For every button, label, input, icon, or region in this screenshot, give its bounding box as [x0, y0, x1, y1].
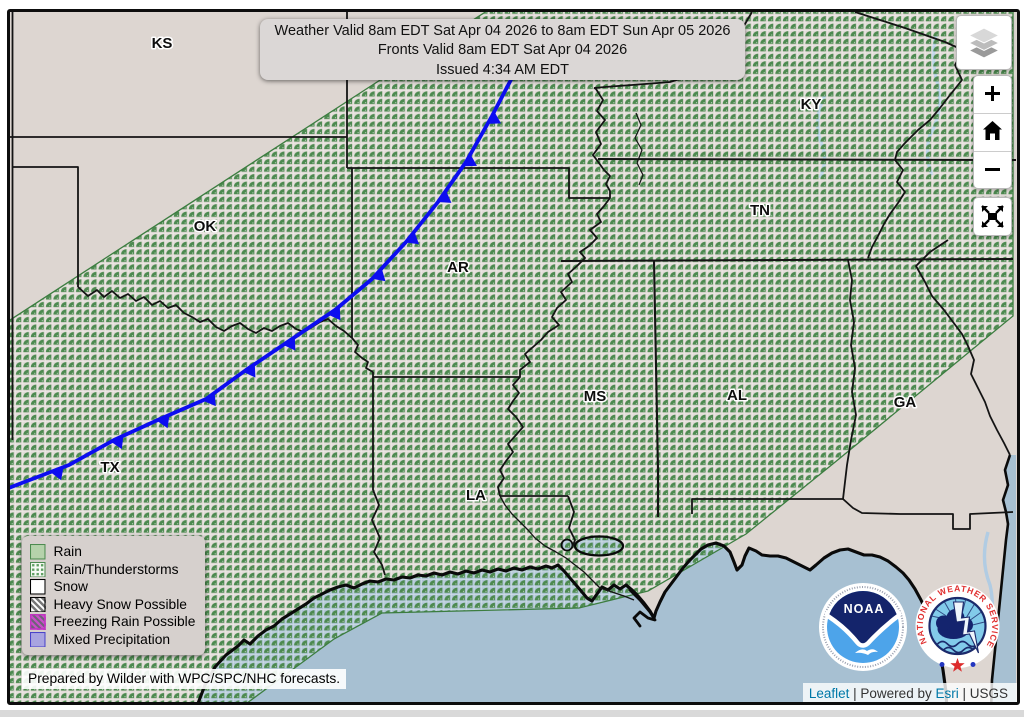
svg-text:KS: KS [152, 35, 173, 52]
svg-text:LA: LA [466, 487, 486, 504]
svg-text:NOAA: NOAA [844, 602, 885, 616]
svg-text:GA: GA [894, 394, 917, 411]
svg-text:TX: TX [100, 459, 119, 476]
svg-text:AL: AL [727, 387, 747, 404]
svg-text:TN: TN [750, 202, 770, 219]
svg-text:MS: MS [584, 388, 607, 405]
svg-text:OK: OK [194, 218, 217, 235]
svg-text:KY: KY [801, 96, 822, 113]
svg-text:AR: AR [447, 259, 469, 276]
